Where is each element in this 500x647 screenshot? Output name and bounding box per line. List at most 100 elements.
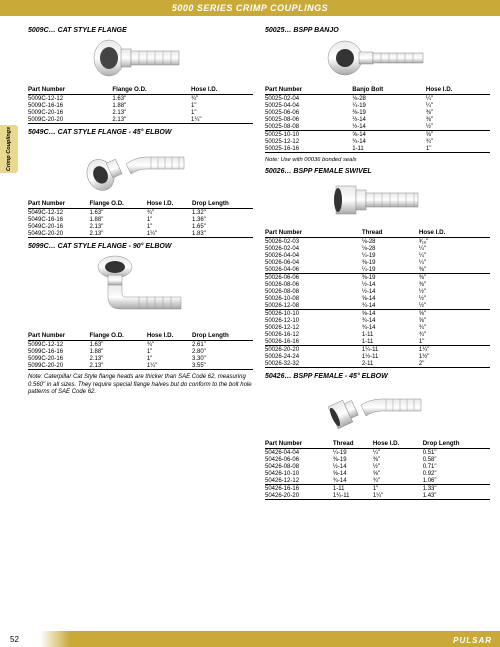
table-cell: 50026-06-04 bbox=[265, 259, 362, 266]
image-50026 bbox=[265, 178, 490, 224]
title-50426: 50426… BSPP FEMALE - 45° ELBOW bbox=[265, 373, 490, 380]
table-cell: ¾-14 bbox=[362, 302, 419, 310]
table-cell: 5099C-16-16 bbox=[28, 348, 90, 355]
table-cell: ³⁄₁₆" bbox=[419, 238, 490, 246]
col-header: Part Number bbox=[28, 199, 90, 209]
table-cell: 50426-10-10 bbox=[265, 470, 333, 477]
table-cell: ⅝" bbox=[419, 317, 490, 324]
table-cell: 1-11 bbox=[362, 338, 419, 346]
table-row: 50025-16-161-111" bbox=[265, 145, 490, 153]
table-cell: ⅜-19 bbox=[352, 109, 426, 116]
table-row: 50026-12-12¾-14¾" bbox=[265, 324, 490, 331]
table-cell: ⅜" bbox=[373, 456, 423, 463]
table-row: 50426-08-08½-14½"0.71" bbox=[265, 463, 490, 470]
table-row: 5099C-12-121.63"¾"2.61" bbox=[28, 341, 253, 349]
table-cell: 1¼" bbox=[147, 362, 192, 370]
page-content: 5009C… CAT STYLE FLANGE Part NumberFlang… bbox=[0, 16, 500, 504]
table-row: 5049C-12-121.63"¾"1.32" bbox=[28, 209, 253, 217]
table-row: 50026-10-08⅝-14½" bbox=[265, 295, 490, 302]
table-cell: 1.36" bbox=[192, 216, 253, 223]
table-cell: ¼-19 bbox=[352, 102, 426, 109]
table-cell: 50026-04-04 bbox=[265, 252, 362, 259]
col-header: Part Number bbox=[265, 228, 362, 238]
table-cell: 50026-12-12 bbox=[265, 324, 362, 331]
table-row: 50426-16-161-111"1.33" bbox=[265, 485, 490, 493]
table-cell: 1-11 bbox=[333, 485, 373, 493]
table-cell: ⅜" bbox=[426, 116, 490, 123]
table-cell: 1¼-11 bbox=[362, 346, 419, 354]
col-header: Drop Length bbox=[423, 439, 490, 449]
table-row: 50426-12-12¾-14¾"1.06" bbox=[265, 477, 490, 485]
table-cell: ⅝-14 bbox=[352, 131, 426, 139]
table-row: 50026-16-121-11¾" bbox=[265, 331, 490, 338]
table-row: 50026-02-04⅛-28¼" bbox=[265, 245, 490, 252]
left-column: 5009C… CAT STYLE FLANGE Part NumberFlang… bbox=[28, 22, 253, 504]
table-cell: 50026-10-08 bbox=[265, 295, 362, 302]
title-5099c: 5099C… CAT STYLE FLANGE - 90° ELBOW bbox=[28, 243, 253, 250]
table-cell: 1.63" bbox=[90, 341, 147, 349]
image-5099c bbox=[28, 253, 253, 327]
table-row: 5009C-16-161.88"1" bbox=[28, 102, 253, 109]
table-cell: 3.55" bbox=[192, 362, 253, 370]
table-cell: 1.32" bbox=[192, 209, 253, 217]
table-cell: 1-11 bbox=[362, 331, 419, 338]
table-cell: ¾-14 bbox=[352, 138, 426, 145]
table-cell: 50026-08-08 bbox=[265, 288, 362, 295]
table-row: 5009C-20-162.13"1" bbox=[28, 109, 253, 116]
col-header: Hose I.D. bbox=[419, 228, 490, 238]
side-tab: Crimp Couplings bbox=[0, 125, 18, 173]
table-cell: 1" bbox=[426, 145, 490, 153]
col-header: Drop Length bbox=[192, 331, 253, 341]
table-cell: 1¼" bbox=[419, 346, 490, 354]
table-cell: 2.13" bbox=[90, 362, 147, 370]
table-cell: 5099C-20-16 bbox=[28, 355, 90, 362]
table-cell: ¼" bbox=[419, 252, 490, 259]
table-cell: 50025-16-16 bbox=[265, 145, 352, 153]
table-cell: 5049C-20-20 bbox=[28, 230, 90, 238]
table-cell: ¾" bbox=[419, 324, 490, 331]
note-cat-style: Note: Caterpillar Cat Style flange heads… bbox=[28, 374, 253, 397]
col-header: Part Number bbox=[265, 439, 333, 449]
table-cell: 50426-06-06 bbox=[265, 456, 333, 463]
table-cell: 1.88" bbox=[90, 348, 147, 355]
header-bar: 5000 SERIES CRIMP COUPLINGS bbox=[0, 0, 500, 16]
table-row: 5099C-20-162.13"1"3.30" bbox=[28, 355, 253, 362]
col-header: Part Number bbox=[28, 85, 112, 95]
title-5009c: 5009C… CAT STYLE FLANGE bbox=[28, 27, 253, 34]
col-header: Flange O.D. bbox=[90, 331, 147, 341]
table-cell: ¼-19 bbox=[362, 266, 419, 274]
table-cell: 1.88" bbox=[90, 216, 147, 223]
col-header: Thread bbox=[362, 228, 419, 238]
table-cell: 1" bbox=[147, 355, 192, 362]
table-cell: ¼" bbox=[426, 95, 490, 103]
table-cell: ¾" bbox=[191, 95, 253, 103]
table-cell: ⅜" bbox=[419, 281, 490, 288]
page-number: 52 bbox=[10, 635, 19, 644]
table-row: 50026-12-10¾-14⅝" bbox=[265, 317, 490, 324]
table-row: 50025-04-04¼-19¼" bbox=[265, 102, 490, 109]
right-column: 50025… BSPP BANJO Part NumberBanjo BoltH… bbox=[265, 22, 490, 504]
table-cell: ⅝-14 bbox=[333, 470, 373, 477]
table-row: 5049C-16-161.88"1"1.36" bbox=[28, 216, 253, 223]
table-cell: 1" bbox=[147, 223, 192, 230]
table-cell: ⅝-14 bbox=[362, 310, 419, 318]
table-cell: ⅜-19 bbox=[333, 456, 373, 463]
table-cell: 2.13" bbox=[90, 355, 147, 362]
table-row: 50026-20-201¼-111¼" bbox=[265, 346, 490, 354]
table-cell: 0.92" bbox=[423, 470, 490, 477]
table-cell: 2.13" bbox=[112, 116, 191, 124]
table-cell: ½-14 bbox=[333, 463, 373, 470]
table-cell: 1" bbox=[191, 102, 253, 109]
table-cell: 50026-02-03 bbox=[265, 238, 362, 246]
col-header: Thread bbox=[333, 439, 373, 449]
col-header: Hose I.D. bbox=[147, 199, 192, 209]
col-header: Part Number bbox=[28, 331, 90, 341]
table-row: 50026-16-161-111" bbox=[265, 338, 490, 346]
table-row: 5049C-20-162.13"1"1.65" bbox=[28, 223, 253, 230]
col-header: Part Number bbox=[265, 85, 352, 95]
table-cell: ½-14 bbox=[352, 123, 426, 131]
table-cell: 5049C-16-16 bbox=[28, 216, 90, 223]
table-cell: ⅝" bbox=[426, 131, 490, 139]
table-cell: ½-14 bbox=[362, 288, 419, 295]
table-cell: 0.58" bbox=[423, 456, 490, 463]
